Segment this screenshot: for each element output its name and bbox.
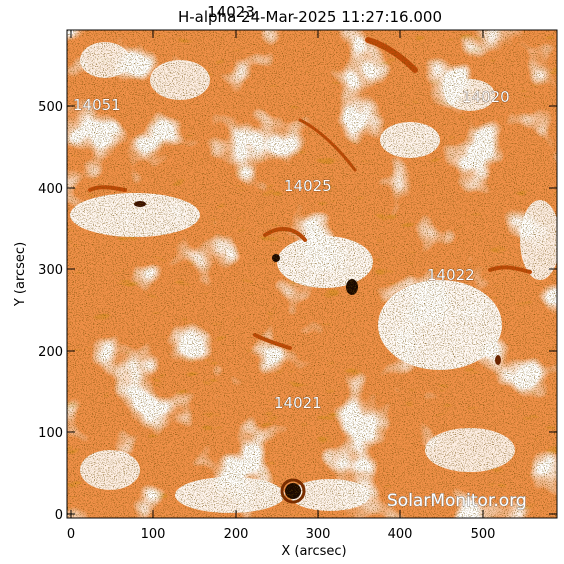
y-tick-label: 0 bbox=[55, 508, 63, 523]
y-tick-label: 500 bbox=[38, 100, 63, 115]
x-tick-label: 100 bbox=[141, 527, 166, 542]
region-label-14025: 14025 bbox=[284, 177, 332, 195]
region-label-14022: 14022 bbox=[427, 266, 475, 284]
plot-title: H-alpha 24-Mar-2025 11:27:16.000 bbox=[178, 8, 442, 26]
x-tick-label: 200 bbox=[224, 527, 249, 542]
region-label-14020: 14020 bbox=[462, 88, 510, 106]
watermark-text: SolarMonitor.org bbox=[387, 491, 527, 511]
y-tick-labels: 0 100 200 300 400 500 bbox=[38, 100, 63, 523]
region-label-14051: 14051 bbox=[73, 96, 121, 114]
black-speckle-noise bbox=[67, 30, 557, 518]
x-tick-label: 0 bbox=[67, 527, 75, 542]
y-tick-label: 100 bbox=[38, 426, 63, 441]
x-axis-title: X (arcsec) bbox=[281, 544, 346, 559]
overlap-region-label: 14023 bbox=[207, 3, 255, 21]
y-axis-ticks bbox=[67, 105, 557, 515]
x-tick-labels: 0 100 200 300 400 500 bbox=[67, 527, 496, 542]
x-tick-label: 400 bbox=[388, 527, 413, 542]
y-tick-label: 300 bbox=[38, 263, 63, 278]
solar-image bbox=[67, 30, 557, 518]
plot-frame bbox=[66, 29, 558, 519]
y-tick-label: 400 bbox=[38, 182, 63, 197]
x-tick-label: 500 bbox=[471, 527, 496, 542]
y-axis-title: Y (arcsec) bbox=[13, 242, 28, 307]
x-tick-label: 300 bbox=[306, 527, 331, 542]
region-label-14021: 14021 bbox=[274, 394, 322, 412]
y-tick-label: 200 bbox=[38, 345, 63, 360]
region-labels: 14051 14020 14025 14022 14021 bbox=[73, 88, 510, 413]
